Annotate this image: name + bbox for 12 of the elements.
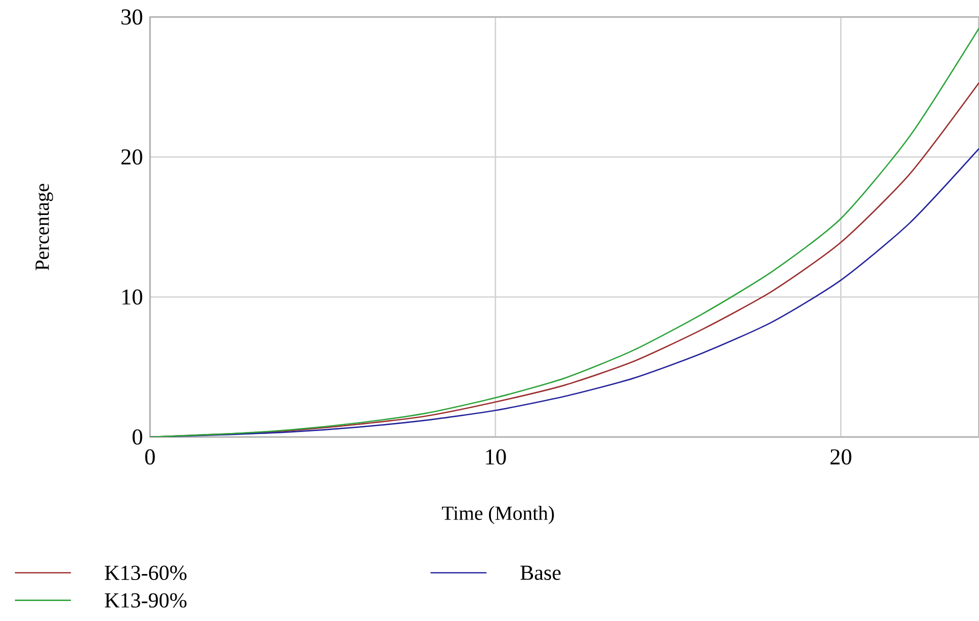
legend-label: K13-90% <box>104 593 186 608</box>
legend-label: Base <box>520 566 561 580</box>
y-tick-label: 0 <box>132 429 142 445</box>
x-tick-label: 10 <box>486 449 506 465</box>
y-tick-label: 10 <box>122 289 142 305</box>
y-tick-label: 30 <box>121 9 142 25</box>
y-axis-title: Percentage <box>36 184 54 270</box>
x-tick-label: 0 <box>145 449 155 465</box>
y-tick-label: 20 <box>121 149 142 165</box>
x-axis-title: Time (Month) <box>442 506 554 524</box>
x-tick-label: 20 <box>830 449 852 465</box>
legend-label: K13-60% <box>104 566 186 580</box>
